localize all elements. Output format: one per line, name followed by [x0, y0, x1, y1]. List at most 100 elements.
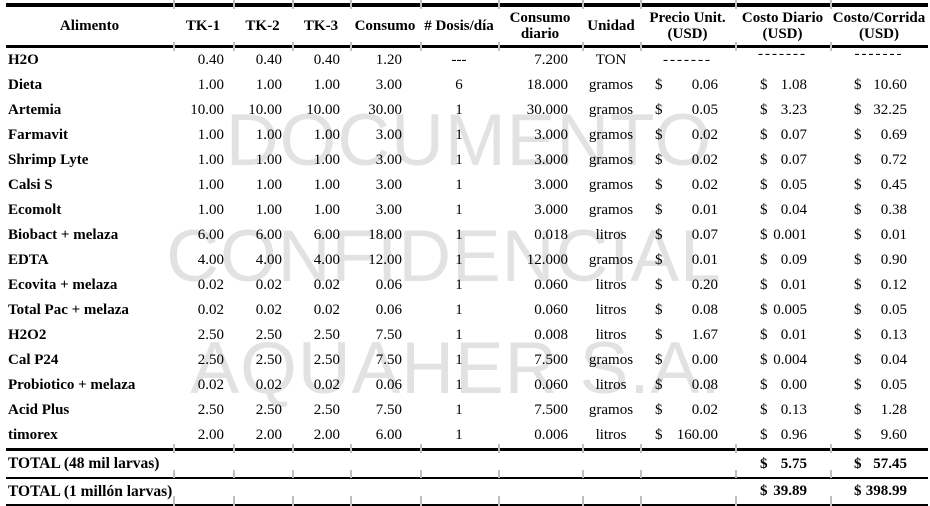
grid-tick [640, 444, 642, 453]
cell-costo-diario: $0.07 [735, 123, 830, 148]
cell-tk2: 2.00 [255, 427, 282, 443]
cell-alimento: Artemia [8, 102, 62, 118]
cell-tk1: 0.02 [197, 377, 224, 393]
table-row: Ecomolt 1.00 1.00 1.00 3.00 1 3.000 gram… [6, 198, 928, 223]
cell-tk3: 2.50 [313, 352, 340, 368]
cell-tk3: 1.00 [313, 127, 340, 143]
cell-tk2: 0.02 [255, 302, 282, 318]
cell-consumo: 7.50 [375, 352, 402, 368]
total-costo-corrida: $ 398.99 [830, 479, 928, 504]
cell-alimento: Ecomolt [8, 202, 62, 218]
grid-tick [582, 496, 584, 506]
cell-tk1: 2.50 [197, 402, 224, 418]
grid-tick [640, 0, 642, 9]
currency-symbol: $ [655, 252, 663, 268]
grid-tick [292, 496, 294, 506]
cell-consumo-diario: 0.008 [534, 327, 568, 343]
cell-dosis-dia: 1 [455, 427, 463, 443]
currency-symbol: $ [760, 77, 768, 93]
cell-consumo: 6.00 [375, 427, 402, 443]
currency-symbol: $ [655, 277, 663, 293]
cell-consumo: 1.20 [375, 52, 402, 68]
grid-tick [292, 444, 294, 453]
cell-dosis-dia: 6 [455, 77, 463, 93]
cell-consumo: 0.06 [375, 302, 402, 318]
table-row: Dieta 1.00 1.00 1.00 3.00 6 18.000 gramo… [6, 73, 928, 98]
cell-precio-unit: ------- [663, 52, 712, 68]
cell-consumo-diario: 18.000 [526, 77, 568, 93]
cell-dosis-dia: 1 [455, 227, 463, 243]
cell-tk3: 10.00 [306, 102, 340, 118]
grid-tick [420, 496, 422, 506]
grid-tick [640, 42, 642, 51]
currency-symbol: $ [854, 202, 862, 218]
grid-tick [735, 0, 737, 9]
table-row: Ecovita + melaza 0.02 0.02 0.02 0.06 1 0… [6, 273, 928, 298]
currency-symbol: $ [854, 102, 862, 118]
cell-alimento: Cal P24 [8, 352, 59, 368]
cell-costo-corrida: ------- [854, 46, 904, 62]
grid-tick [173, 444, 175, 453]
cell-costo-diario: $0.07 [735, 148, 830, 173]
grid-tick [640, 496, 642, 506]
cell-dosis-dia: 1 [455, 277, 463, 293]
currency-symbol: $ [655, 402, 663, 418]
cell-tk2: 0.02 [255, 377, 282, 393]
cell-costo-corrida: $0.04 [830, 348, 928, 373]
currency-symbol: $ [760, 302, 768, 318]
cell-costo-corrida: $1.28 [830, 398, 928, 423]
cell-tk1: 2.00 [197, 427, 224, 443]
grid-tick [498, 496, 500, 506]
currency-symbol: $ [854, 77, 862, 93]
cell-tk2: 1.00 [255, 202, 282, 218]
cell-consumo-diario: 7.500 [534, 402, 568, 418]
cell-tk1: 1.00 [197, 127, 224, 143]
grid-tick [830, 444, 832, 453]
cell-consumo: 3.00 [375, 177, 402, 193]
cell-costo-corrida: $0.38 [830, 198, 928, 223]
currency-symbol: $ [854, 327, 862, 343]
cell-unidad: litros [595, 427, 627, 443]
grid-tick [350, 496, 352, 506]
currency-symbol: $ [760, 352, 768, 368]
currency-symbol: $ [655, 302, 663, 318]
cell-tk3: 0.02 [313, 302, 340, 318]
grid-tick [173, 470, 175, 478]
grid-tick [735, 42, 737, 51]
cell-dosis-dia: 1 [455, 102, 463, 118]
cell-costo-diario: $0.005 [735, 298, 830, 323]
cell-precio-unit: $0.07 [640, 223, 735, 248]
cell-unidad: gramos [588, 202, 634, 218]
cell-tk2: 0.40 [255, 52, 282, 68]
cell-costo-diario: $0.001 [735, 223, 830, 248]
cell-tk2: 1.00 [255, 77, 282, 93]
cell-tk1: 1.00 [197, 152, 224, 168]
currency-symbol: $ [760, 202, 768, 218]
cell-costo-corrida: $0.05 [830, 298, 928, 323]
cell-costo-corrida: $32.25 [830, 98, 928, 123]
grid-tick [233, 42, 235, 51]
cell-alimento: Farmavit [8, 127, 68, 143]
cell-precio-unit: $0.02 [640, 148, 735, 173]
cell-precio-unit: $0.08 [640, 373, 735, 398]
grid-tick [735, 496, 737, 506]
cell-consumo-diario: 7.500 [534, 352, 568, 368]
cell-tk2: 1.00 [255, 177, 282, 193]
cell-consumo: 3.00 [375, 127, 402, 143]
cell-dosis-dia: 1 [455, 377, 463, 393]
cell-dosis-dia: 1 [455, 352, 463, 368]
grid-tick [350, 470, 352, 478]
cell-consumo-diario: 3.000 [534, 177, 568, 193]
header-unidad: Unidad [587, 18, 635, 34]
grid-tick [830, 470, 832, 478]
cell-unidad: TON [595, 52, 627, 68]
table-row: Artemia 10.00 10.00 10.00 30.00 1 30.000… [6, 98, 928, 123]
cell-tk1: 0.02 [197, 302, 224, 318]
table-row: Acid Plus 2.50 2.50 2.50 7.50 1 7.500 gr… [6, 398, 928, 423]
cell-tk2: 2.50 [255, 327, 282, 343]
watermark-line: AQUAHER S.A. [190, 328, 722, 409]
cell-consumo-diario: 0.060 [534, 377, 568, 393]
table-row: Farmavit 1.00 1.00 1.00 3.00 1 3.000 gra… [6, 123, 928, 148]
cell-costo-corrida: $0.12 [830, 273, 928, 298]
cell-consumo-diario: 7.200 [534, 52, 568, 68]
